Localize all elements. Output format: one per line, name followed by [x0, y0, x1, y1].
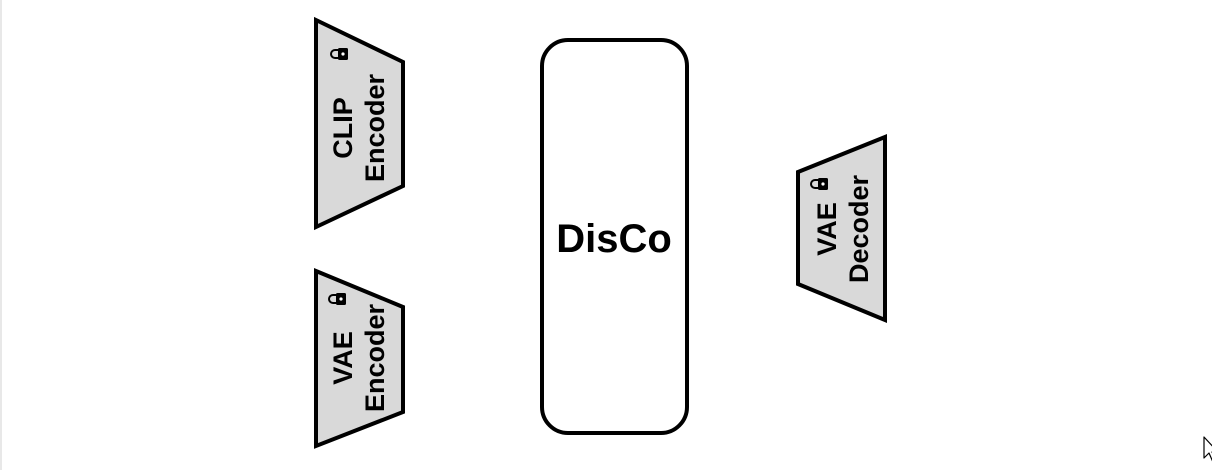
- disco-block: DisCo: [540, 38, 689, 435]
- lock-icon: [330, 48, 348, 60]
- vae-encoder-label-line2: Encoder: [360, 303, 390, 412]
- vae-decoder-label-line1: VAE: [812, 202, 842, 256]
- disco-label: DisCo: [556, 217, 672, 261]
- lock-icon: [810, 178, 828, 190]
- clip-encoder-label-line2: Encoder: [360, 73, 390, 182]
- clip-encoder-shape: [314, 16, 405, 231]
- clip-encoder-label-line1: CLIP: [328, 97, 358, 159]
- vae-decoder-label-line2: Decoder: [844, 174, 874, 283]
- lock-icon: [328, 293, 346, 305]
- vae-encoder-label-line1: VAE: [328, 331, 358, 385]
- vae-decoder-block: VAE Decoder: [796, 134, 887, 323]
- vae-encoder-block: VAE Encoder: [314, 268, 405, 449]
- mouse-pointer-icon: [1203, 436, 1212, 462]
- vae-encoder-shape: [314, 268, 405, 449]
- clip-encoder-block: CLIP Encoder: [314, 16, 405, 231]
- disco-shape: [540, 38, 689, 435]
